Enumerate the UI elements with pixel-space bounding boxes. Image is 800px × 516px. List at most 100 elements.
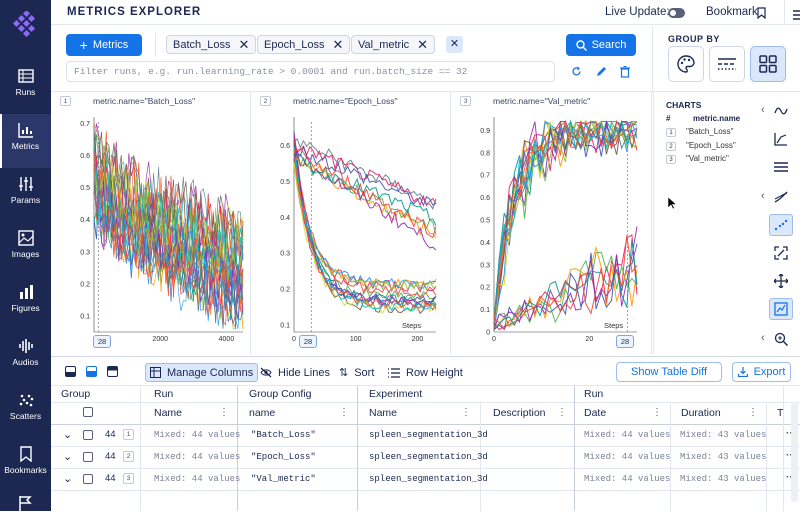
column-menu-icon[interactable]: ⋮ — [652, 407, 662, 418]
chart-batch-loss-plot[interactable]: 0.1 0.2 0.3 0.4 0.5 0.6 0.7 2000 4000 — [52, 92, 251, 354]
col-header-experiment-name[interactable]: Name — [369, 407, 398, 419]
metric-chip-epoch-loss[interactable]: Epoch_Loss ✕ — [257, 35, 351, 54]
metric-chip-batch-loss[interactable]: Batch_Loss ✕ — [166, 35, 257, 54]
col-header-run-name[interactable]: Name — [154, 407, 183, 419]
column-menu-icon[interactable]: ⋮ — [339, 407, 349, 418]
series-line[interactable] — [293, 139, 437, 306]
step-cursor-badge[interactable]: 28 — [616, 335, 634, 348]
series-line[interactable] — [293, 145, 437, 207]
column-menu-icon[interactable]: ⋮ — [461, 407, 471, 418]
show-table-diff-button[interactable]: Show Table Diff — [616, 362, 722, 382]
chevron-left-icon[interactable]: ‹ — [761, 332, 765, 344]
ignore-outliers-tool[interactable] — [769, 186, 793, 208]
flag-icon[interactable] — [18, 495, 32, 516]
menu-icon[interactable] — [783, 7, 800, 25]
manage-columns-button[interactable]: Manage Columns — [145, 363, 259, 382]
col-header-duration[interactable]: Duration — [681, 407, 721, 419]
step-cursor-badge[interactable]: 28 — [299, 335, 317, 348]
close-icon[interactable]: ✕ — [417, 37, 429, 52]
select-all-checkbox[interactable] — [83, 407, 93, 417]
export-button[interactable]: Export — [732, 362, 791, 382]
series-line[interactable] — [293, 149, 437, 251]
series-line[interactable] — [493, 119, 638, 320]
sidebar-item-figures[interactable]: Figures — [0, 276, 51, 330]
row-checkbox[interactable] — [83, 474, 93, 484]
group-by-chart-button[interactable] — [750, 46, 786, 82]
step-cursor-badge[interactable]: 28 — [93, 335, 111, 348]
column-menu-icon[interactable]: ⋮ — [557, 407, 567, 418]
chart-val-metric-plot[interactable]: 0 0.1 0.2 0.3 0.4 0.5 0.6 0.7 0.8 0.9 0 20 — [452, 92, 652, 354]
aim-logo-icon[interactable] — [12, 9, 38, 42]
series-line[interactable] — [493, 121, 638, 321]
charts-row[interactable]: 2 "Epoch_Loss" — [666, 141, 736, 151]
metric-chip-val-metric[interactable]: Val_metric ✕ — [351, 35, 436, 54]
move-tool[interactable] — [769, 270, 793, 292]
panel-split-icon[interactable] — [86, 366, 97, 377]
highlight-mode-tool[interactable] — [769, 214, 793, 236]
delete-button[interactable] — [615, 61, 635, 82]
series-line[interactable] — [493, 251, 638, 330]
sidebar-item-runs[interactable]: Runs — [0, 60, 51, 114]
bookmark-add-icon[interactable] — [757, 6, 767, 24]
align-x-axis-tool[interactable] — [769, 156, 793, 178]
series-line[interactable] — [293, 163, 437, 315]
row-checkbox[interactable] — [83, 452, 93, 462]
expand-chevron-icon[interactable]: ⌄ — [63, 473, 73, 485]
sort-button[interactable]: ⇅ Sort — [339, 366, 375, 380]
close-icon[interactable]: ✕ — [332, 37, 344, 52]
chevron-left-icon[interactable]: ‹ — [761, 104, 765, 116]
expand-chevron-icon[interactable]: ⌄ — [63, 429, 73, 441]
zoom-fit-tool[interactable] — [769, 242, 793, 264]
column-menu-icon[interactable]: ⋮ — [748, 407, 758, 418]
axes-scale-tool[interactable] — [769, 128, 793, 150]
col-header-date[interactable]: Date — [584, 407, 607, 419]
series-line[interactable] — [93, 148, 244, 280]
chart-series-group[interactable] — [93, 123, 244, 330]
col-header-description[interactable]: Description — [493, 407, 546, 419]
series-line[interactable] — [93, 148, 244, 320]
clear-all-metrics-button[interactable]: ✕ — [446, 36, 463, 53]
filter-input[interactable]: Filter runs, e.g. run.learning_rate > 0.… — [66, 61, 555, 82]
chart-legend-tool[interactable] — [769, 298, 793, 320]
series-line[interactable] — [293, 146, 437, 312]
search-button[interactable]: Search — [566, 34, 636, 56]
series-line[interactable] — [493, 119, 638, 322]
expand-chevron-icon[interactable]: ⌄ — [63, 451, 73, 463]
series-line[interactable] — [493, 235, 638, 331]
smoothing-tool[interactable] — [769, 100, 793, 122]
sidebar-item-bookmarks[interactable]: Bookmarks — [0, 438, 51, 492]
close-icon[interactable]: ✕ — [238, 37, 250, 52]
sidebar-item-scatters[interactable]: Scatters — [0, 384, 51, 438]
reset-button[interactable] — [566, 61, 586, 82]
charts-row[interactable]: 1 "Batch_Loss" — [666, 127, 733, 137]
series-line[interactable] — [493, 120, 638, 330]
chart-panel-epoch-loss[interactable]: 2 metric.name="Epoch_Loss" 0.1 0.2 0.3 0.4 0… — [252, 92, 451, 354]
group-by-color-button[interactable] — [668, 46, 704, 82]
series-line[interactable] — [293, 159, 437, 291]
group-by-stroke-button[interactable] — [709, 46, 745, 82]
col-header-config-name[interactable]: name — [249, 407, 276, 419]
hide-lines-button[interactable]: Hide Lines — [256, 363, 334, 382]
sidebar-item-audios[interactable]: Audios — [0, 330, 51, 384]
add-metrics-button[interactable]: + Metrics — [66, 34, 142, 56]
series-line[interactable] — [493, 120, 638, 330]
series-line[interactable] — [93, 179, 244, 329]
series-line[interactable] — [493, 239, 638, 331]
sidebar-item-params[interactable]: Params — [0, 168, 51, 222]
chart-series-group[interactable] — [293, 131, 437, 315]
panel-top-icon[interactable] — [65, 366, 76, 377]
chart-panel-val-metric[interactable]: 3 metric.name="Val_metric" 0 0.1 0.2 0.3 0.4… — [452, 92, 652, 354]
series-line[interactable] — [293, 150, 437, 310]
sidebar-item-metrics[interactable]: Metrics — [0, 114, 51, 168]
series-line[interactable] — [493, 243, 638, 331]
series-line[interactable] — [293, 137, 437, 210]
sidebar-item-images[interactable]: Images — [0, 222, 51, 276]
series-line[interactable] — [293, 153, 437, 226]
zoom-in-tool[interactable] — [769, 328, 793, 350]
charts-row[interactable]: 3 "Val_metric" — [666, 154, 729, 164]
chart-epoch-loss-plot[interactable]: 0.1 0.2 0.3 0.4 0.5 0.6 0 100 200 — [252, 92, 451, 354]
chevron-left-icon[interactable]: ‹ — [761, 190, 765, 202]
series-line[interactable] — [93, 152, 244, 312]
column-menu-icon[interactable]: ⋮ — [219, 407, 229, 418]
row-height-button[interactable]: Row Height — [384, 363, 467, 382]
